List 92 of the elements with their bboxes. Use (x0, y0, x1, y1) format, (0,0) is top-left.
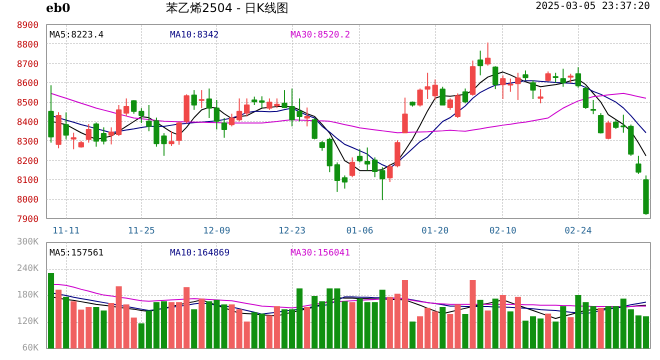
y-tick-label: 8200 (16, 156, 39, 167)
y-tick-label: 7900 (16, 215, 39, 225)
candlestick (432, 78, 438, 100)
candlestick (590, 99, 596, 115)
candlestick (228, 113, 235, 127)
candlestick (394, 140, 400, 168)
candlestick (342, 174, 348, 190)
candlestick (613, 119, 619, 130)
candlestick (304, 107, 310, 127)
y-tick-label: 120K (16, 317, 40, 327)
candlestick (440, 86, 446, 106)
y-tick-label: 300K (16, 238, 40, 248)
candlestick (312, 118, 318, 140)
y-tick-label: 8100 (16, 176, 39, 186)
candlestick (93, 122, 100, 148)
candlestick (552, 72, 558, 84)
y-tick-label: 60K (22, 344, 40, 354)
candlestick (221, 118, 228, 138)
chart-title: 苯乙烯2504 - 日K线图 (166, 0, 288, 17)
candlestick (259, 96, 265, 108)
candlestick (380, 166, 386, 201)
text: MA30:156041 (290, 248, 350, 258)
candlestick (123, 98, 130, 117)
text: MA10:8342 (170, 30, 219, 40)
candlestick (582, 86, 589, 110)
y-tick-label: 240K (16, 264, 40, 274)
candlestick (86, 124, 92, 144)
candlestick (100, 126, 107, 145)
x-tick-label: 11-11 (52, 226, 80, 236)
candlestick (530, 80, 536, 100)
x-tick-label: 12-23 (278, 226, 306, 236)
text: 2025-03-05 23:37:20 (536, 0, 650, 14)
candlestick (538, 88, 544, 104)
candlestick (364, 146, 370, 172)
candlestick (598, 112, 604, 134)
candlestick (515, 72, 521, 100)
candlestick (522, 70, 528, 81)
x-tick-label: 12-09 (203, 226, 230, 236)
candlestick (424, 72, 430, 100)
candlestick (462, 88, 468, 104)
candlestick (636, 155, 642, 174)
candlestick (492, 66, 498, 90)
y-tick-label: 8800 (16, 40, 39, 50)
candlestick (508, 78, 514, 92)
candlestick (372, 156, 378, 178)
candlestick (484, 42, 491, 66)
y-tick-label: 8700 (16, 60, 39, 70)
candlestick (605, 120, 612, 140)
text: MA5:157561 (50, 248, 104, 258)
candlestick (138, 108, 144, 124)
y-tick-label: 8000 (16, 196, 39, 206)
candlestick (236, 98, 242, 122)
y-tick-label: 8300 (16, 137, 39, 148)
candlestick (176, 121, 182, 146)
text: eb0 (46, 0, 70, 17)
candlestick (214, 99, 220, 130)
x-tick-label: 01-20 (422, 226, 449, 236)
y-tick-label: 8600 (16, 79, 39, 90)
y-tick-label: 8900 (16, 21, 39, 31)
candlestick (575, 66, 582, 88)
text: MA5:8223.4 (50, 30, 104, 40)
candlestick (500, 74, 506, 100)
candlestick (356, 148, 363, 163)
candlestick (454, 92, 461, 119)
x-tick-label: 11-25 (128, 226, 155, 236)
candlestick (349, 156, 356, 178)
y-tick-label: 8500 (16, 98, 39, 109)
candlestick (191, 90, 197, 110)
x-tick-label: 02-24 (564, 226, 592, 236)
candlestick (477, 50, 484, 76)
candlestick (545, 70, 551, 82)
candlestick (206, 88, 212, 119)
x-tick-label: 02-10 (489, 226, 516, 236)
y-tick-label: 180K (16, 290, 40, 300)
x-tick-label: 01-06 (346, 226, 374, 236)
candlestick (198, 90, 204, 109)
candlestick (70, 132, 76, 150)
candlestick (319, 140, 325, 152)
candlestick (244, 98, 250, 117)
candlestick (447, 98, 454, 110)
y-tick-label: 8400 (16, 118, 39, 128)
text: MA10:164869 (170, 248, 230, 258)
candlestick (560, 68, 566, 88)
candlestick (334, 162, 340, 192)
candlestick (387, 163, 393, 183)
candlestick (131, 100, 137, 114)
candlestick (108, 126, 114, 145)
text: MA30:8520.2 (290, 30, 350, 40)
candlestick (417, 88, 423, 108)
candlestick (402, 97, 408, 134)
candlestick (63, 112, 69, 140)
candlestick (168, 130, 174, 146)
